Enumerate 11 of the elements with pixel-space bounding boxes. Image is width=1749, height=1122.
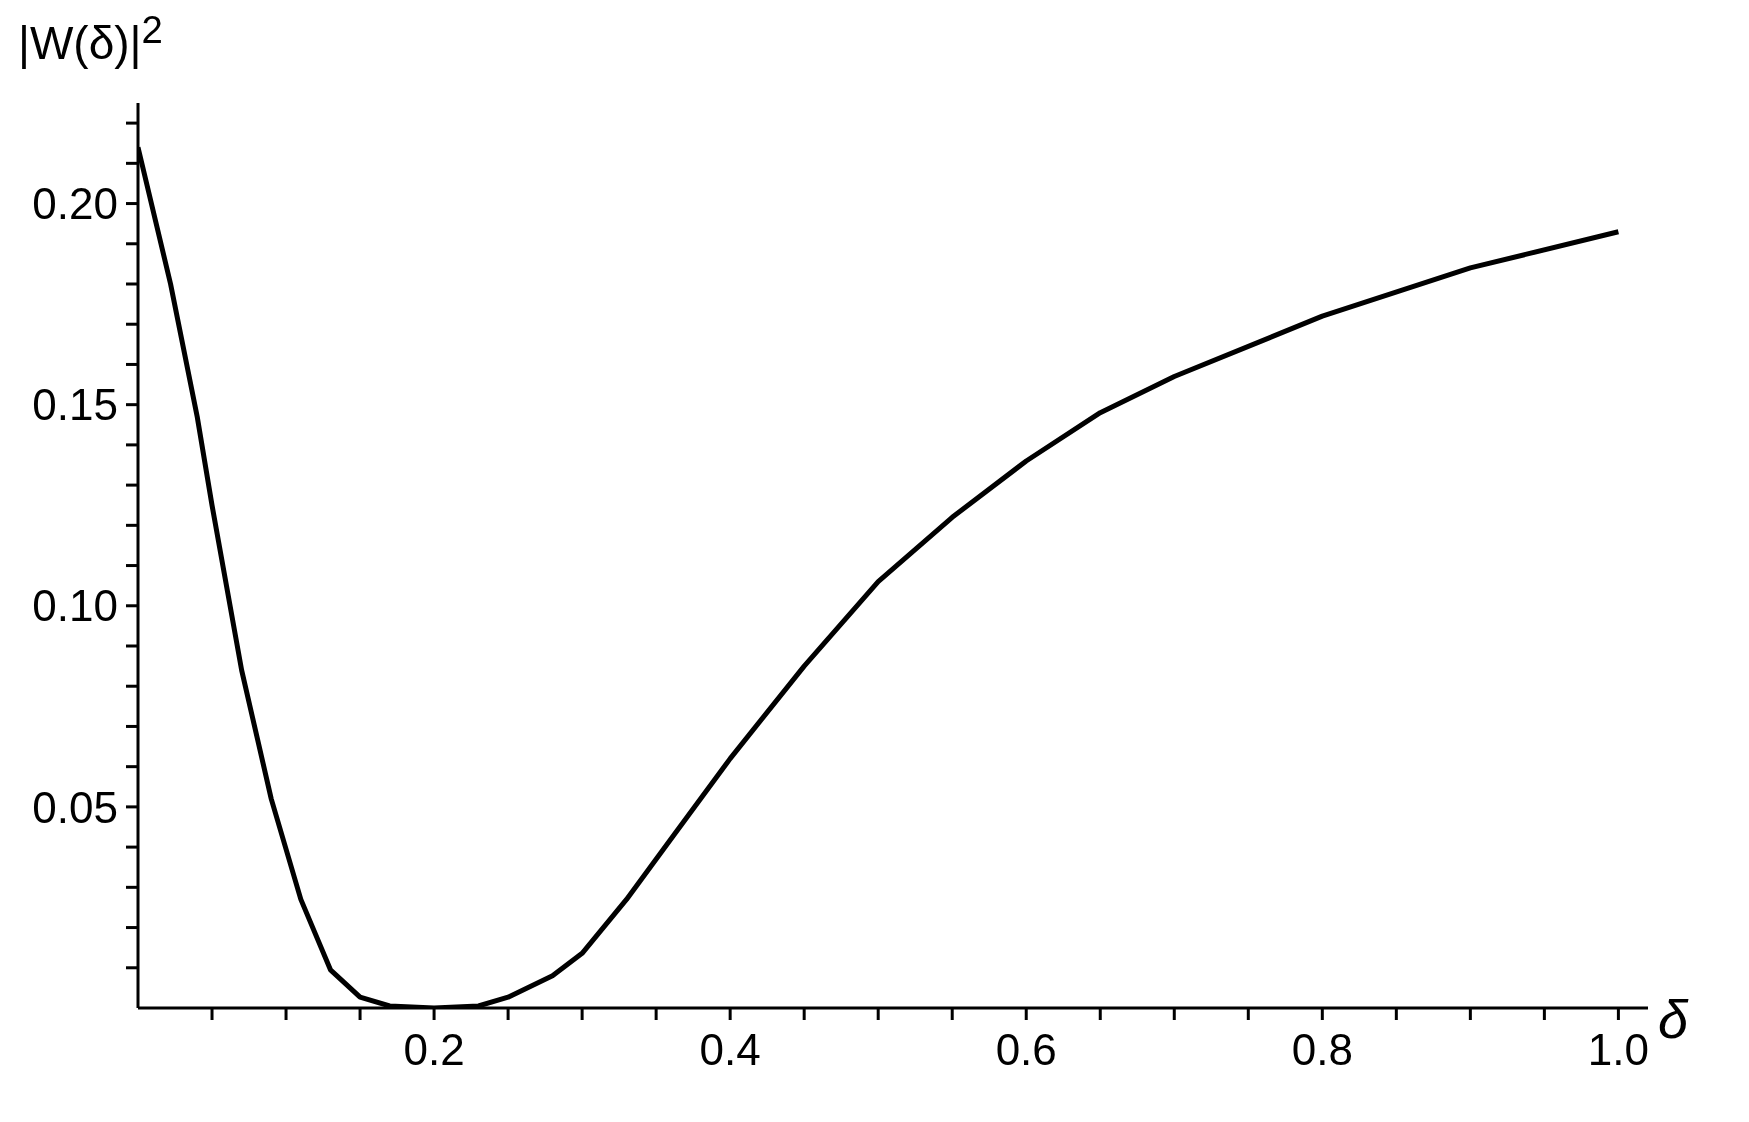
x-tick-label: 1.0: [1587, 1025, 1649, 1075]
y-tick-label: 0.10: [32, 581, 118, 631]
x-tick-label: 0.8: [1291, 1025, 1353, 1075]
y-tick-label: 0.05: [32, 782, 118, 832]
y-tick-label: 0.20: [32, 179, 118, 229]
x-tick-label: 0.4: [699, 1025, 761, 1075]
x-axis-title: δ: [1658, 988, 1689, 1050]
x-tick-label: 0.6: [995, 1025, 1057, 1075]
y-axis-title: |W(δ)|$^{2}$: [18, 8, 163, 71]
y-tick-label: 0.15: [32, 380, 118, 430]
x-tick-label: 0.2: [403, 1025, 465, 1075]
